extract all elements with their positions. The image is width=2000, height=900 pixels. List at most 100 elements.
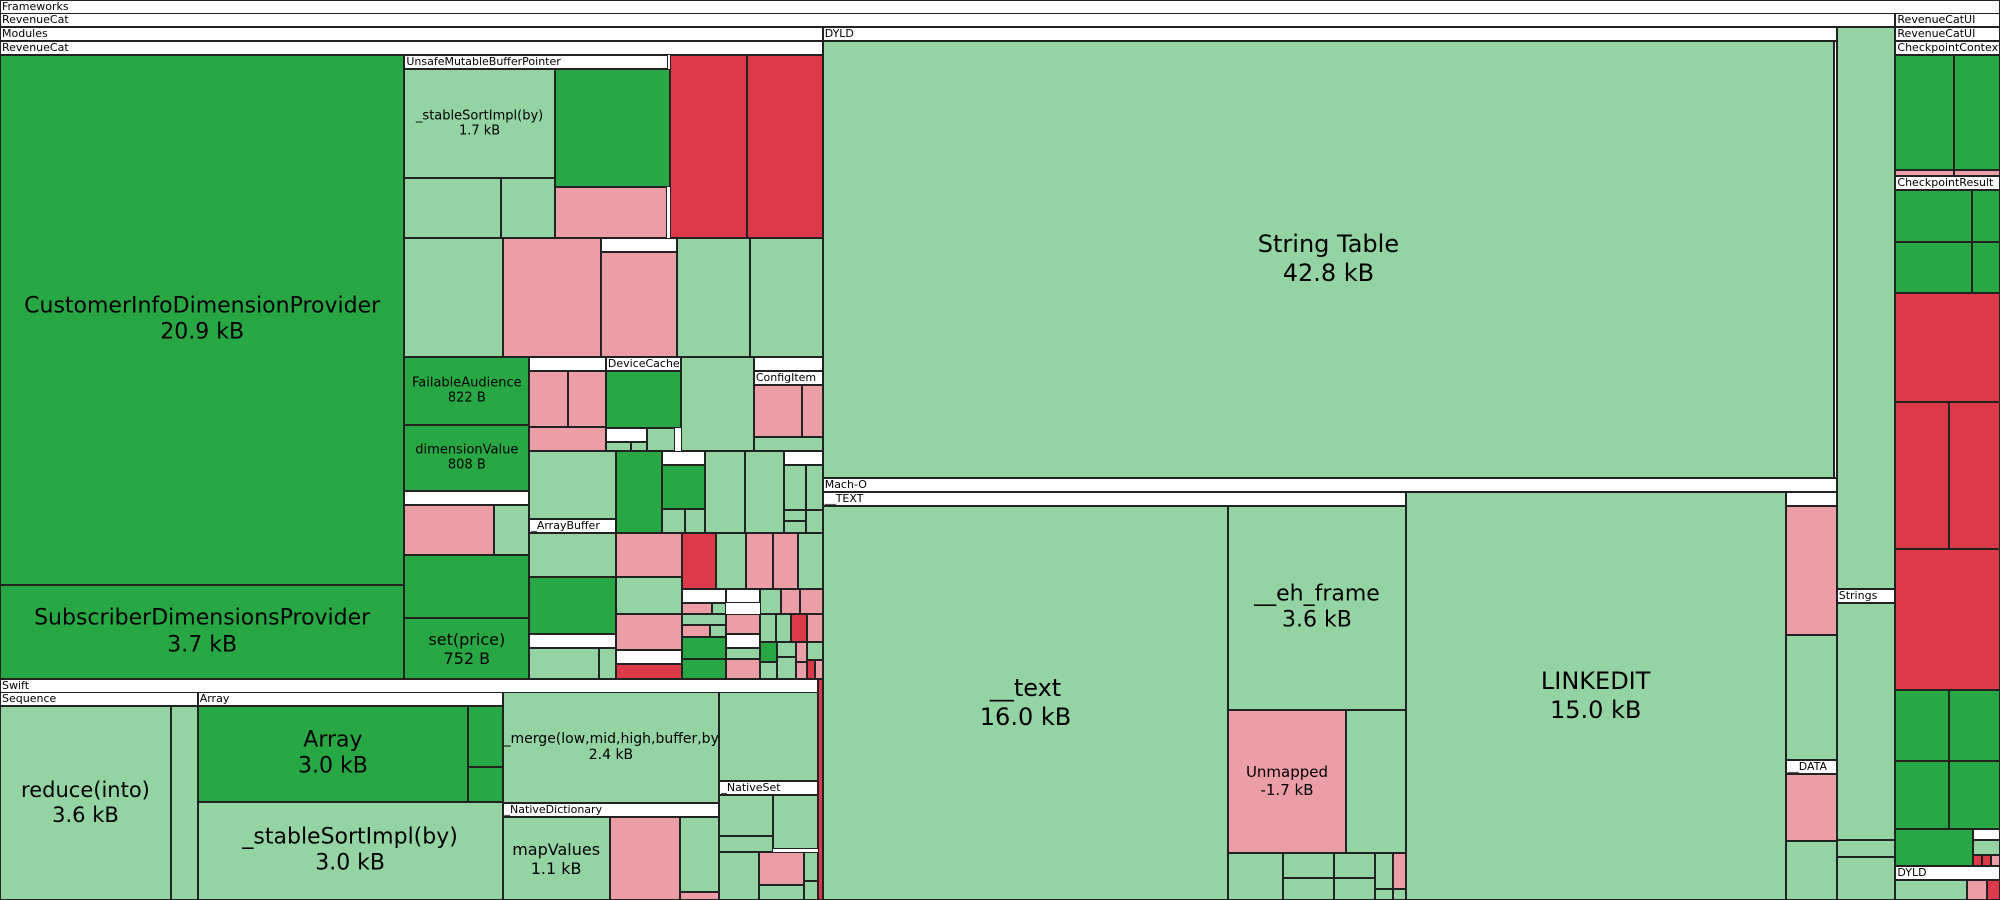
treemap-cell-linkedit[interactable]: LINKEDIT 15.0 kB [1405, 492, 1786, 900]
treemap-cell[interactable] [1971, 242, 2000, 294]
treemap-cell[interactable] [1785, 492, 1837, 507]
treemap-cell[interactable] [682, 588, 726, 603]
treemap-cell-string-table[interactable]: String Table 42.8 kB [822, 40, 1835, 479]
treemap-cell[interactable] [1971, 189, 2000, 243]
treemap-cell[interactable] [803, 880, 818, 900]
treemap-cell[interactable] [705, 451, 745, 533]
treemap-cell[interactable] [1895, 828, 1974, 866]
treemap-cell[interactable] [1345, 710, 1406, 853]
treemap-cell[interactable] [806, 509, 823, 533]
treemap-cell[interactable] [631, 442, 647, 452]
treemap-cell-text[interactable]: __text 16.0 kB [822, 506, 1229, 900]
treemap-cell[interactable] [1895, 242, 1972, 294]
treemap-cell[interactable] [1836, 26, 1896, 589]
treemap-cell-unmapped[interactable]: Unmapped -1.7 kB [1228, 710, 1346, 853]
treemap-cell[interactable] [600, 252, 678, 357]
treemap-cell[interactable] [760, 661, 777, 680]
treemap-cell[interactable] [529, 577, 617, 634]
treemap-cell[interactable] [682, 532, 716, 589]
treemap-cell[interactable] [1785, 841, 1837, 900]
treemap-cell[interactable] [599, 647, 617, 680]
treemap-cell[interactable] [554, 68, 670, 188]
treemap-cell[interactable] [719, 795, 773, 837]
treemap-cell[interactable] [502, 238, 601, 357]
treemap-cell[interactable] [784, 521, 807, 533]
treemap-cell[interactable] [404, 490, 530, 505]
treemap-cell[interactable] [682, 602, 712, 615]
treemap-cell[interactable] [725, 647, 761, 660]
treemap-cell[interactable] [1334, 852, 1375, 879]
treemap-cell[interactable] [760, 642, 777, 662]
treemap-cell[interactable] [725, 633, 761, 648]
treemap-cell[interactable] [758, 884, 804, 900]
treemap-cell[interactable] [661, 465, 706, 509]
treemap-cell[interactable] [753, 356, 823, 371]
treemap-cell[interactable] [753, 437, 823, 452]
treemap-cell[interactable] [772, 532, 799, 589]
treemap-cell[interactable] [817, 679, 823, 900]
treemap-cell[interactable] [646, 428, 675, 452]
treemap-cell[interactable] [554, 187, 668, 239]
treemap-cell[interactable] [1895, 879, 1967, 900]
treemap-cell[interactable] [1836, 856, 1896, 900]
treemap-cell[interactable] [1895, 689, 1949, 762]
treemap-cell[interactable] [750, 238, 823, 357]
treemap-cell[interactable] [616, 614, 683, 651]
treemap-cell[interactable] [1973, 828, 2000, 841]
treemap-cell[interactable] [1283, 878, 1335, 900]
treemap-cell[interactable] [795, 642, 808, 662]
treemap-cell[interactable] [802, 384, 823, 438]
treemap-cell[interactable] [679, 892, 720, 900]
treemap-cell[interactable] [501, 178, 555, 239]
treemap-cell-eh-frame[interactable]: __eh_frame 3.6 kB [1228, 506, 1406, 711]
treemap-cell[interactable] [1895, 169, 1955, 176]
treemap-cell[interactable] [1948, 761, 2000, 829]
treemap-cell[interactable] [529, 451, 617, 519]
treemap-cell[interactable] [1954, 54, 2000, 170]
treemap-cell[interactable] [404, 178, 502, 239]
treemap-cell[interactable] [1982, 855, 1992, 866]
treemap-cell[interactable] [744, 451, 785, 533]
treemap-cell[interactable] [1228, 852, 1284, 900]
treemap-cell[interactable] [681, 356, 754, 452]
treemap-cell[interactable] [682, 624, 711, 638]
treemap-cell[interactable] [719, 836, 773, 852]
treemap-cell[interactable] [1334, 878, 1375, 900]
treemap-cell[interactable] [790, 614, 808, 643]
treemap-cell[interactable] [616, 451, 662, 533]
treemap-cell[interactable] [1966, 879, 1988, 900]
treemap-cell[interactable] [1954, 169, 2000, 176]
treemap-cell[interactable] [776, 656, 796, 680]
treemap-cell[interactable] [682, 637, 726, 660]
treemap-cell[interactable] [1895, 189, 1972, 243]
treemap-cell[interactable] [807, 660, 816, 680]
treemap-cell[interactable] [605, 428, 647, 443]
treemap-cell-failableaudience[interactable]: FailableAudience 822 B [404, 356, 530, 425]
treemap-cell[interactable] [784, 451, 823, 466]
treemap-cell[interactable] [529, 370, 568, 428]
treemap-cell[interactable] [798, 532, 823, 589]
treemap-cell[interactable] [780, 588, 800, 615]
treemap-cell[interactable] [725, 588, 761, 603]
treemap-cell-dimensionvalue[interactable]: dimensionValue 808 B [404, 424, 530, 491]
treemap-cell[interactable] [725, 614, 761, 634]
treemap-cell-set-price[interactable]: set(price) 752 B [404, 618, 530, 680]
treemap-cell[interactable] [758, 851, 804, 885]
treemap-cell[interactable] [679, 817, 720, 893]
treemap-cell-stablesortimpl-by[interactable]: _stableSortImpl(by) 1.7 kB [404, 68, 555, 179]
treemap-cell[interactable] [1375, 852, 1393, 889]
treemap-cell[interactable] [529, 532, 617, 578]
treemap-cell[interactable] [711, 602, 726, 615]
treemap-cell-array[interactable]: Array 3.0 kB [197, 706, 469, 802]
treemap-cell[interactable] [605, 370, 682, 429]
treemap-cell-reduce-into[interactable]: reduce(into) 3.6 kB [0, 706, 171, 900]
treemap-cell[interactable] [784, 509, 807, 522]
treemap-cell[interactable] [1392, 888, 1406, 900]
treemap-cell[interactable] [1375, 888, 1393, 900]
treemap-cell[interactable] [404, 504, 494, 555]
treemap-cell[interactable] [1895, 54, 1955, 170]
treemap-cell[interactable] [682, 614, 726, 625]
treemap-cell[interactable] [710, 624, 726, 638]
treemap-cell[interactable] [1948, 401, 2000, 550]
treemap-cell[interactable] [1987, 879, 2000, 900]
